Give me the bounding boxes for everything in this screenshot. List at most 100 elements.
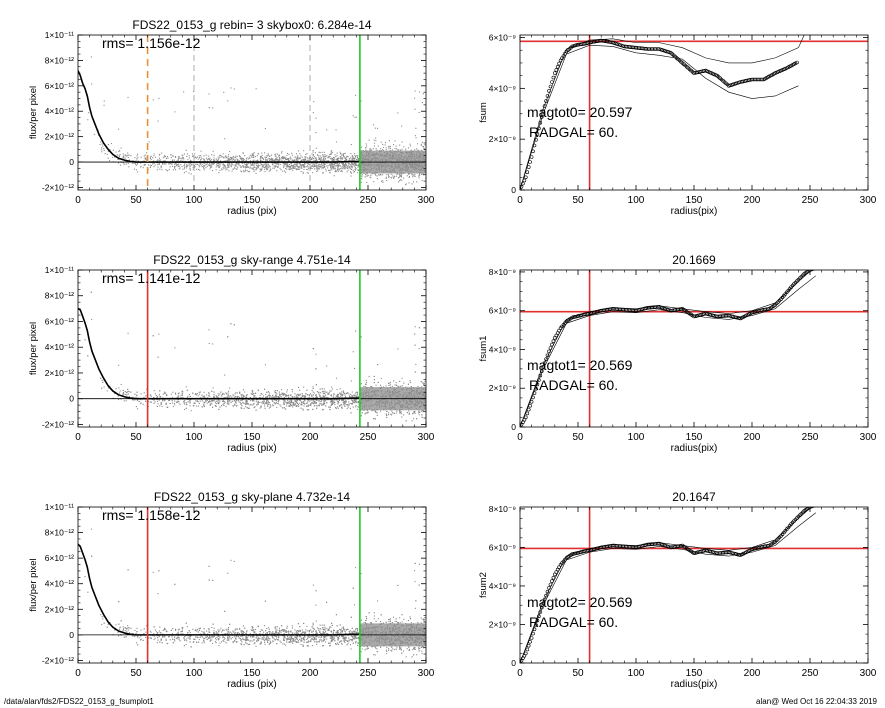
scatter-point bbox=[114, 393, 116, 395]
scatter-point bbox=[395, 175, 397, 177]
scatter-point bbox=[210, 165, 212, 167]
scatter-point bbox=[223, 157, 225, 159]
scatter-point bbox=[224, 138, 226, 140]
scatter-point bbox=[303, 162, 305, 164]
scatter-point bbox=[363, 173, 365, 175]
scatter-point bbox=[233, 400, 235, 402]
scatter-point bbox=[150, 155, 152, 157]
scatter-point bbox=[264, 171, 266, 173]
scatter-point bbox=[353, 395, 355, 397]
scatter-point bbox=[294, 393, 296, 395]
scatter-point bbox=[206, 399, 208, 401]
scatter-point bbox=[264, 405, 266, 407]
scatter-point bbox=[234, 404, 236, 406]
scatter-point bbox=[348, 167, 350, 169]
scatter-point bbox=[303, 401, 305, 403]
scatter-point bbox=[291, 389, 293, 391]
scatter-point bbox=[240, 170, 242, 172]
scatter-point bbox=[283, 164, 285, 166]
scatter-point bbox=[307, 164, 309, 166]
scatter-point bbox=[415, 363, 417, 365]
scatter-point bbox=[249, 160, 251, 162]
scatter-point bbox=[391, 414, 393, 416]
scatter-point bbox=[326, 365, 328, 367]
scatter-point bbox=[345, 166, 347, 168]
scatter-point bbox=[203, 401, 205, 403]
scatter-point bbox=[238, 401, 240, 403]
scatter-point bbox=[286, 166, 288, 168]
scatter-point bbox=[165, 169, 167, 171]
scatter-point bbox=[407, 147, 409, 149]
scatter-point bbox=[283, 403, 285, 405]
scatter-point bbox=[135, 160, 137, 162]
scatter-point bbox=[255, 172, 257, 174]
scatter-point bbox=[377, 145, 379, 147]
scatter-point bbox=[181, 393, 183, 395]
scatter-point bbox=[163, 160, 165, 162]
scatter-point bbox=[171, 160, 173, 162]
scatter-point bbox=[150, 401, 152, 403]
scatter-point bbox=[266, 166, 268, 168]
scatter-point bbox=[284, 163, 286, 165]
scatter-point bbox=[168, 163, 170, 165]
growth-curve-point bbox=[661, 48, 666, 53]
scatter-point bbox=[420, 173, 422, 175]
scatter-point bbox=[312, 162, 314, 164]
scatter-point bbox=[112, 149, 114, 151]
scatter-point bbox=[335, 129, 337, 131]
scatter-point bbox=[209, 165, 211, 167]
growth-curve-point bbox=[544, 99, 548, 103]
scatter-point bbox=[217, 399, 219, 401]
scatter-point bbox=[287, 164, 289, 166]
scatter-point bbox=[311, 390, 313, 392]
scatter-point bbox=[331, 165, 333, 167]
scatter-point bbox=[128, 391, 130, 393]
scatter-point bbox=[320, 160, 322, 162]
scatter-point bbox=[261, 167, 263, 169]
scatter-point bbox=[190, 173, 192, 175]
scatter-point bbox=[333, 159, 335, 161]
scatter-point bbox=[189, 169, 191, 171]
scatter-point bbox=[315, 168, 317, 170]
scatter-point bbox=[261, 152, 263, 154]
scatter-point bbox=[321, 151, 323, 153]
scatter-point bbox=[350, 380, 352, 382]
scatter-point bbox=[164, 163, 166, 165]
scatter-point bbox=[396, 148, 398, 150]
scatter-point bbox=[258, 397, 260, 399]
scatter-point bbox=[300, 400, 302, 402]
scatter-point bbox=[185, 386, 187, 388]
scatter-point bbox=[165, 158, 167, 160]
scatter-point bbox=[334, 165, 336, 167]
scatter-point bbox=[271, 399, 273, 401]
scatter-point bbox=[283, 166, 285, 168]
scatter-point bbox=[411, 183, 413, 185]
scatter-point bbox=[354, 154, 356, 156]
scatter-point bbox=[399, 411, 401, 413]
scatter-point bbox=[311, 156, 313, 158]
scatter-point bbox=[278, 159, 280, 161]
scatter-point bbox=[235, 401, 237, 403]
scatter-point bbox=[93, 133, 95, 135]
scatter-point bbox=[353, 159, 355, 161]
scatter-point bbox=[290, 157, 292, 159]
scatter-point bbox=[273, 165, 275, 167]
scatter-point bbox=[267, 154, 269, 156]
scatter-point bbox=[318, 163, 320, 165]
scatter-point bbox=[291, 154, 293, 156]
scatter-point bbox=[318, 155, 320, 157]
scatter-point bbox=[181, 166, 183, 168]
scatter-point bbox=[188, 400, 190, 402]
scatter-point bbox=[172, 155, 174, 157]
scatter-point bbox=[322, 392, 324, 394]
scatter-point bbox=[263, 164, 265, 166]
scatter-point bbox=[175, 156, 177, 158]
scatter-point bbox=[227, 156, 229, 158]
scatter-point bbox=[175, 163, 177, 165]
scatter-point bbox=[294, 167, 296, 169]
scatter-point bbox=[319, 157, 321, 159]
scatter-point bbox=[242, 165, 244, 167]
scatter-point bbox=[229, 151, 231, 153]
scatter-point bbox=[203, 395, 205, 397]
scatter-point bbox=[316, 167, 318, 169]
